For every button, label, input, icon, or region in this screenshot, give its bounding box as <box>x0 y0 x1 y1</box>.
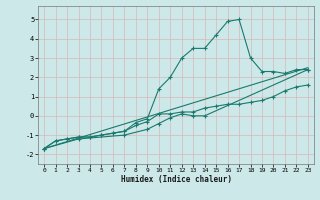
X-axis label: Humidex (Indice chaleur): Humidex (Indice chaleur) <box>121 175 231 184</box>
